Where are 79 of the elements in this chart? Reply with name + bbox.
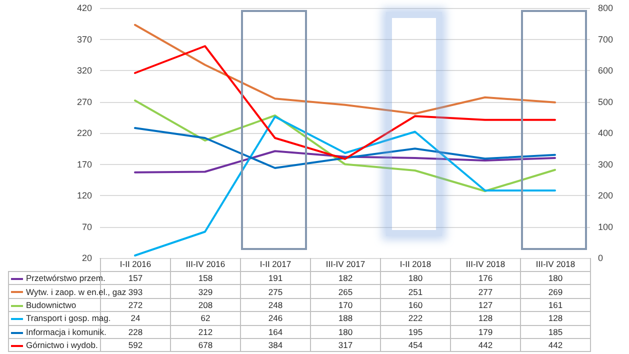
data-label: 188 [310,312,380,326]
x-tick-label: I-II 2016 [100,258,170,272]
data-label: 128 [450,312,520,326]
data-label: 179 [450,325,520,339]
legend-label: Przetwórstwo przem. [26,273,106,284]
data-label: 195 [380,325,450,339]
data-label: 393 [128,286,143,297]
data-label: 185 [520,325,590,339]
data-label: 176 [450,271,520,285]
x-tick-label: I-II 2017 [240,258,310,272]
data-label: 269 [520,284,590,298]
data-label: 161 [520,298,590,312]
data-label: 182 [310,271,380,285]
legend-label: Wytw. i zaop. w en.el., gaz [26,286,126,297]
data-label: 222 [380,312,450,326]
y-tick-label: 320 [76,66,92,76]
x-tick-label: III-IV 2018 [450,258,520,272]
data-label: 208 [170,298,240,312]
data-label: 442 [520,338,590,352]
legend-label: Transport i gosp. mag. [26,313,111,324]
line-series [134,100,556,192]
x-tick-label: III-IV 2018 [520,258,590,272]
legend-label: Informacja i komunik. [26,326,106,337]
y-tick-label: 170 [76,159,92,170]
data-label: 164 [240,325,310,339]
y-tick-label: 120 [76,190,92,200]
legend-label: Górnictwo i wydob. [26,340,98,350]
x-tick-label: III-IV 2016 [170,258,240,272]
line-series [134,116,556,256]
data-label: 246 [240,312,310,326]
data-label: 251 [380,284,450,298]
y-tick-label: 220 [76,128,92,138]
y2-tick-label: 200 [598,190,614,200]
y2-tick-label: 800 [598,3,614,13]
x-tick-label: I-II 2018 [380,258,450,272]
line-series [134,127,556,169]
data-label: 678 [170,338,240,352]
data-label: 180 [380,271,450,285]
y2-tick-label: 300 [598,159,614,170]
y-tick-label: 370 [76,34,92,44]
x-tick-label: III-IV 2017 [310,258,380,272]
data-label: 128 [520,312,590,326]
data-label: 265 [310,284,380,298]
data-label: 24 [130,313,140,324]
data-label: 191 [240,271,310,285]
data-label: 160 [380,298,450,312]
data-label: 158 [170,271,240,285]
data-label: 277 [450,284,520,298]
data-label: 180 [310,325,380,339]
y-tick-label: 20 [82,253,92,263]
data-label: 272 [100,298,170,312]
data-label: 317 [310,338,380,352]
data-label: 180 [520,271,590,285]
data-label: 248 [240,298,310,312]
data-label: 442 [450,338,520,352]
y-tick-label: 270 [76,96,92,107]
y-tick-label: 70 [82,222,92,232]
y2-tick-label: 100 [598,222,614,232]
legend-label: Budownictwo [26,300,76,310]
y2-tick-label: 0 [598,253,604,263]
data-label: 384 [240,338,310,352]
y2-tick-label: 500 [598,96,614,107]
y-tick-label: 420 [76,3,92,13]
data-label: 157 [128,273,143,284]
line-series [134,150,556,174]
data-label: 212 [170,325,240,339]
data-label: 127 [450,298,520,312]
y2-tick-label: 400 [598,128,614,138]
data-label: 329 [170,284,240,298]
data-label: 454 [380,338,450,352]
y2-tick-label: 700 [598,34,614,44]
data-label: 62 [170,312,240,326]
data-label: 228 [128,326,143,337]
data-label: 170 [310,298,380,312]
data-label: 275 [240,284,310,298]
line-series [134,45,556,160]
y2-tick-label: 600 [598,66,614,76]
data-label: 592 [100,338,170,352]
line-series [134,24,556,115]
